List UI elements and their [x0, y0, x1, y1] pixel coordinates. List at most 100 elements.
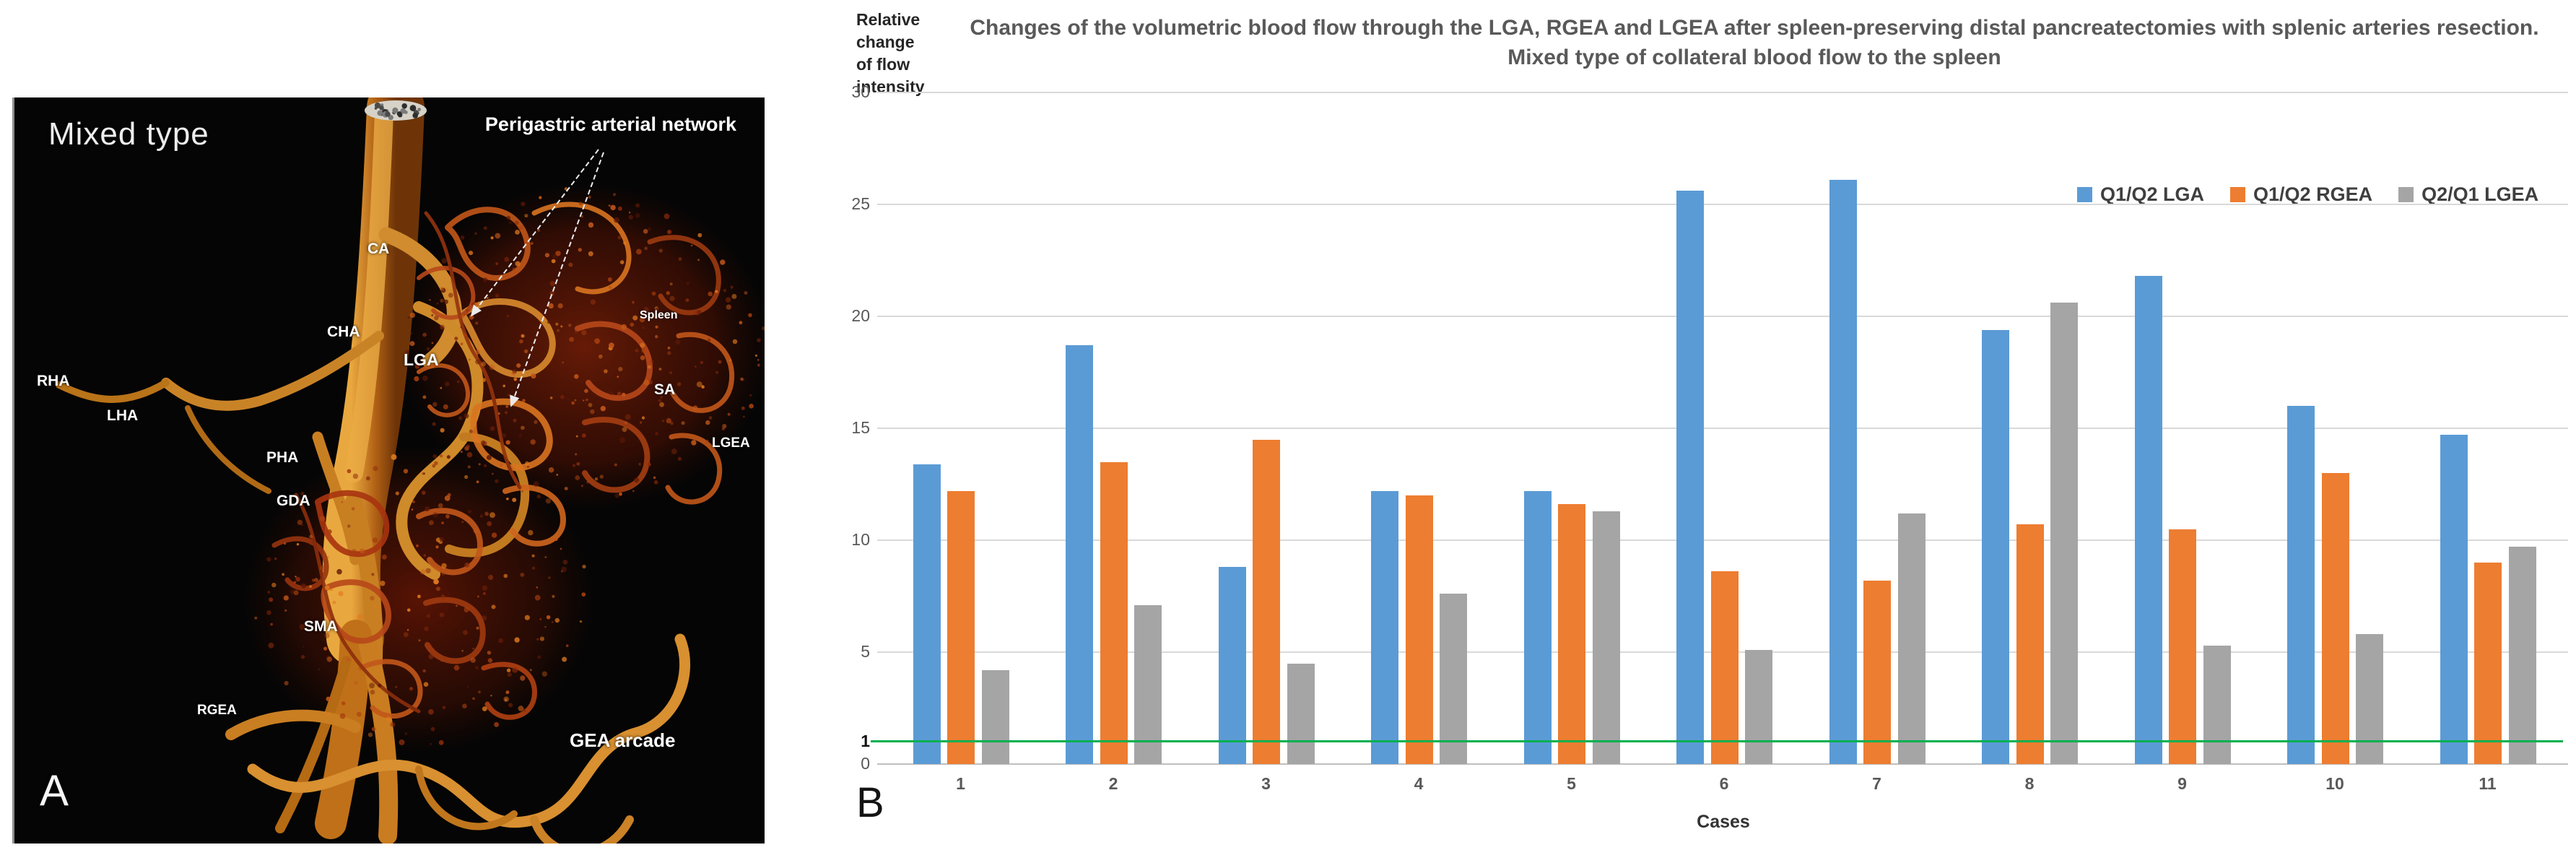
bar-case6-q1-q2-lga — [1676, 191, 1704, 764]
x-category-3: 3 — [1261, 774, 1271, 793]
vessel-label-lga: LGA — [404, 350, 439, 369]
y-tick-25: 25 — [851, 194, 870, 213]
reference-line-1 — [871, 740, 2563, 742]
x-category-5: 5 — [1567, 774, 1576, 793]
splenic-network-blob — [399, 182, 765, 511]
y-tick-15: 15 — [851, 418, 870, 437]
bar-case8-q1-q2-lga — [1982, 329, 2009, 764]
vessel-label-pha: PHA — [266, 449, 299, 466]
legend-label-q1-q2-lga: Q1/Q2 LGA — [2100, 183, 2205, 205]
y-tick-5: 5 — [861, 642, 870, 661]
bar-case3-q2-q1-lgea — [1287, 663, 1315, 764]
legend-label-q1-q2-rgea: Q1/Q2 RGEA — [2253, 183, 2373, 205]
bar-case6-q1-q2-rgea — [1710, 571, 1739, 764]
bar-case8-q2-q1-lgea — [2050, 303, 2078, 764]
x-category-1: 1 — [956, 774, 965, 793]
angiography-3d-render — [56, 97, 765, 844]
bar-case4-q1-q2-lga — [1371, 490, 1398, 764]
x-axis-title: Cases — [1697, 812, 1750, 832]
gridline-y30 — [877, 92, 2568, 93]
legend-label-q2-q1-lgea: Q2/Q1 LGEA — [2421, 183, 2539, 205]
bar-case11-q1-q2-rgea — [2474, 563, 2502, 764]
legend-item-q1-q2-lga: Q1/Q2 LGA — [2077, 183, 2204, 206]
bar-case10-q1-q2-rgea — [2321, 473, 2349, 764]
bar-case6-q2-q1-lgea — [1745, 649, 1772, 764]
panel-letter-a: A — [40, 766, 69, 815]
x-category-2: 2 — [1108, 774, 1118, 793]
x-category-10: 10 — [2325, 774, 2344, 793]
bar-case8-q1-q2-rgea — [2016, 524, 2044, 764]
bar-case3-q1-q2-rgea — [1253, 439, 1280, 764]
bar-case5-q1-q2-lga — [1523, 490, 1552, 764]
bar-case3-q1-q2-lga — [1218, 567, 1246, 764]
vessel-label-spleen: Spleen — [640, 309, 678, 321]
legend-swatch-q2-q1-lgea — [2398, 187, 2414, 202]
bar-case2-q1-q2-lga — [1066, 345, 1093, 764]
x-category-6: 6 — [1719, 774, 1729, 793]
bar-case9-q2-q1-lgea — [2203, 645, 2231, 764]
aorta-trunk — [322, 97, 427, 667]
x-axis-line — [877, 763, 2568, 765]
bar-case5-q1-q2-rgea — [1558, 504, 1585, 764]
bar-case1-q1-q2-lga — [913, 464, 941, 764]
bar-case2-q1-q2-rgea — [1100, 461, 1128, 764]
y-tick-30: 30 — [851, 82, 870, 101]
chart-title-line1: Changes of the volumetric blood flow thr… — [970, 16, 2539, 40]
bar-case2-q2-q1-lgea — [1134, 604, 1162, 764]
bar-case7-q2-q1-lgea — [1897, 513, 1926, 764]
x-category-8: 8 — [2024, 774, 2035, 793]
gridline-y25 — [877, 204, 2568, 205]
legend-swatch-q1-q2-rgea — [2230, 187, 2246, 202]
bar-case1-q1-q2-rgea — [947, 490, 975, 764]
y-tick-1: 1 — [861, 732, 870, 750]
bar-case11-q2-q1-lgea — [2508, 547, 2536, 764]
legend-item-q1-q2-rgea: Q1/Q2 RGEA — [2230, 183, 2372, 206]
vessel-label-lgea: LGEA — [712, 435, 750, 451]
bar-case7-q1-q2-rgea — [1863, 580, 1891, 764]
y-tick-20: 20 — [851, 306, 870, 325]
y-axis-title-line2: change — [856, 32, 915, 51]
vessel-label-lha: LHA — [107, 407, 139, 424]
bar-case7-q1-q2-lga — [1829, 179, 1857, 764]
x-category-7: 7 — [1872, 774, 1881, 793]
bar-case10-q1-q2-lga — [2287, 406, 2315, 764]
y-axis-title-line1: Relative — [856, 10, 921, 29]
vessel-label-gea-arcade: GEA arcade — [570, 729, 676, 751]
collateral-network-vessels — [271, 201, 735, 720]
bar-case11-q1-q2-lga — [2440, 435, 2468, 764]
y-tick-10: 10 — [851, 530, 870, 549]
vessel-label-sa: SA — [654, 381, 676, 398]
chart-title: Changes of the volumetric blood flow thr… — [960, 13, 2549, 72]
bar-case4-q1-q2-rgea — [1405, 495, 1433, 764]
mixed-type-label: Mixed type — [48, 116, 209, 152]
legend-swatch-q1-q2-lga — [2077, 187, 2092, 202]
gridline-y20 — [877, 316, 2568, 317]
legend-item-q2-q1-lgea: Q2/Q1 LGEA — [2398, 183, 2538, 206]
vessel-label-ca: CA — [367, 240, 390, 257]
vessel-label-rha: RHA — [37, 373, 70, 389]
bar-case9-q1-q2-lga — [2134, 276, 2162, 764]
vessel-label-sma: SMA — [304, 618, 338, 635]
bar-case10-q2-q1-lgea — [2356, 634, 2383, 764]
bar-case5-q2-q1-lgea — [1592, 511, 1620, 764]
bar-case1-q2-q1-lgea — [981, 669, 1009, 764]
gridline-y15 — [877, 428, 2568, 429]
panel-a-angiography: Mixed type Perigastric arterial network … — [12, 97, 765, 844]
x-category-11: 11 — [2479, 774, 2497, 793]
x-category-9: 9 — [2177, 774, 2187, 793]
y-tick-0: 0 — [861, 754, 870, 773]
bar-case4-q2-q1-lgea — [1440, 594, 1467, 764]
bar-case9-q1-q2-rgea — [2169, 529, 2196, 764]
vessel-label-cha: CHA — [327, 324, 360, 340]
x-category-4: 4 — [1414, 774, 1424, 793]
panel-letter-b: B — [856, 779, 884, 826]
network-speckles — [254, 187, 765, 745]
vessel-label-gda: GDA — [277, 493, 310, 509]
gridline-y10 — [877, 539, 2568, 541]
major-vessels — [56, 227, 691, 844]
vessel-label-rgea: RGEA — [197, 703, 237, 718]
perigastric-network-annotation: Perigastric arterial network — [484, 113, 737, 135]
annotation-arrows — [470, 149, 604, 407]
chart-legend: Q1/Q2 LGA Q1/Q2 RGEA Q2/Q1 LGEA — [2077, 183, 2538, 206]
